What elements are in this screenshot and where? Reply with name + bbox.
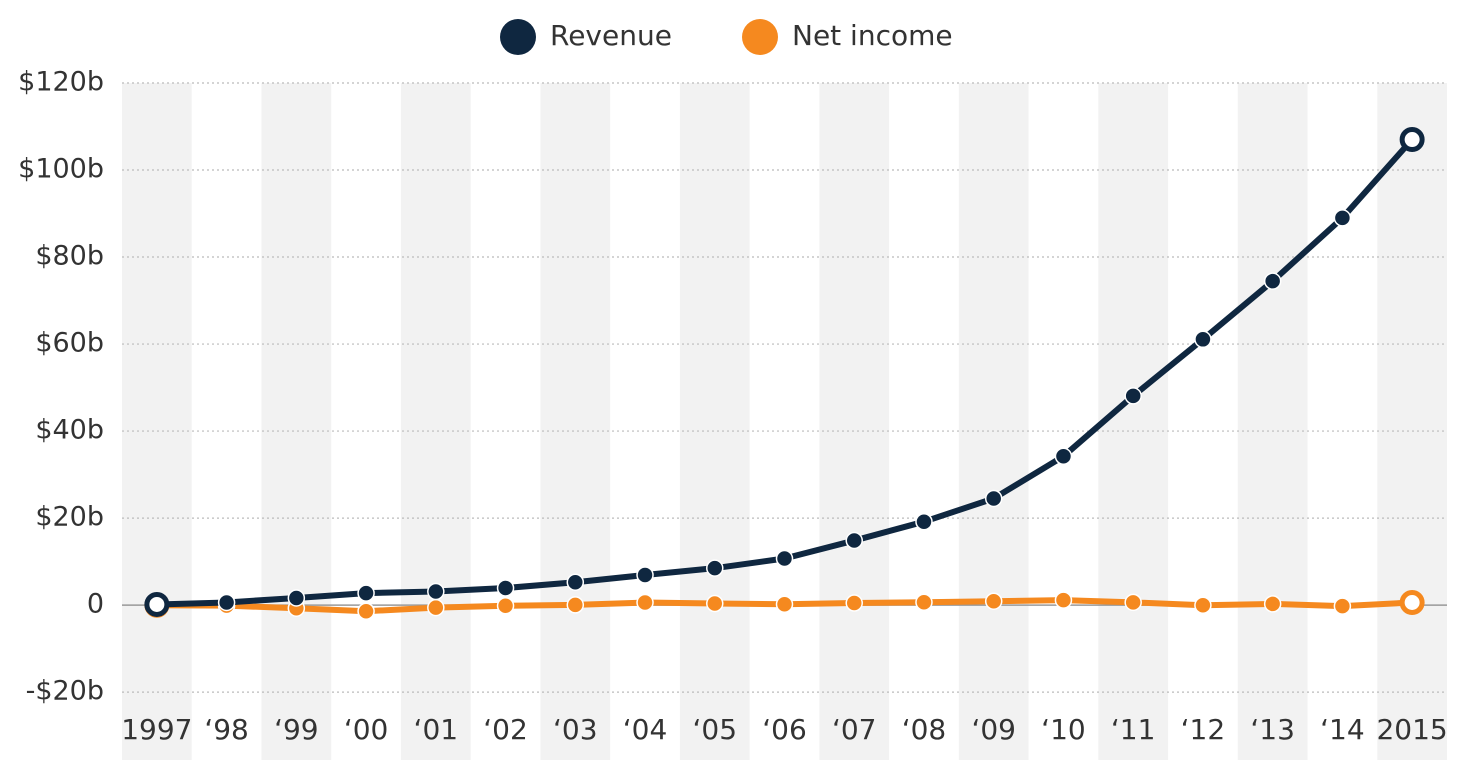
point [427, 582, 445, 601]
band [400, 83, 471, 760]
point [915, 512, 933, 531]
point [496, 579, 515, 597]
legend-label: Net income [792, 19, 953, 52]
point [1194, 596, 1212, 615]
point [915, 593, 933, 612]
point [357, 602, 375, 620]
point [984, 592, 1003, 610]
legend-label: Revenue [550, 19, 672, 52]
band [1377, 83, 1447, 760]
x-tick-label: ‘06 [762, 713, 807, 746]
y-tick-label: $80b [35, 241, 104, 272]
point [357, 584, 375, 602]
point [636, 593, 654, 612]
x-tick-label: ‘00 [344, 713, 389, 746]
band [1098, 83, 1169, 760]
x-tick-label: ‘98 [204, 713, 249, 746]
point [775, 595, 794, 614]
point [144, 591, 170, 617]
point [1054, 447, 1073, 466]
point [1399, 589, 1425, 615]
point [1124, 387, 1142, 405]
x-tick-label: ‘07 [832, 713, 877, 746]
y-tick-label: 0 [87, 589, 104, 620]
x-tick-label: ‘01 [414, 713, 459, 746]
point [1399, 127, 1425, 153]
point [984, 489, 1003, 508]
series-line [156, 137, 1415, 608]
x-tick-label: ‘12 [1181, 713, 1226, 746]
point [496, 597, 515, 615]
x-tick-label: ‘14 [1320, 713, 1365, 746]
x-tick-label: ‘09 [971, 713, 1016, 746]
band [1237, 83, 1308, 760]
point [1333, 209, 1352, 227]
band [540, 83, 611, 760]
x-tick-label: ‘11 [1111, 713, 1156, 746]
y-tick-label: $100b [18, 154, 104, 185]
point [217, 593, 236, 612]
band [261, 83, 332, 760]
x-tick-label: 2015 [1376, 713, 1447, 746]
y-tick-label: -$20b [26, 676, 104, 707]
point [845, 594, 863, 612]
point [427, 598, 445, 617]
point [566, 596, 585, 614]
x-tick-label: ‘08 [902, 713, 947, 746]
point [287, 589, 306, 607]
y-tick-label: $40b [35, 415, 104, 446]
x-tick-label: ‘02 [483, 713, 528, 746]
y-tick-label: $60b [35, 328, 104, 359]
x-tick-label: ‘13 [1250, 713, 1295, 746]
point [636, 566, 654, 584]
point [845, 531, 863, 550]
point [1194, 330, 1212, 349]
legend-marker [500, 19, 536, 55]
y-tick-label: $20b [35, 502, 104, 533]
point [1263, 595, 1282, 613]
point [706, 594, 724, 613]
x-tick-label: ‘10 [1041, 713, 1086, 746]
x-tick-label: ‘04 [623, 713, 668, 746]
band [679, 83, 750, 760]
y-tick-label: $120b [18, 67, 104, 98]
legend-marker [742, 19, 778, 55]
x-tick-label: ‘99 [274, 713, 319, 746]
point [566, 573, 585, 591]
x-tick-label: ‘03 [553, 713, 598, 746]
point [775, 549, 794, 568]
band [819, 83, 890, 760]
x-tick-label: 1997 [121, 713, 192, 746]
band [958, 83, 1029, 760]
point [1124, 593, 1142, 612]
x-tick-label: ‘05 [692, 713, 737, 746]
point [706, 559, 724, 577]
point [1333, 597, 1352, 615]
point [1263, 272, 1282, 290]
point [1054, 591, 1073, 609]
band [122, 83, 192, 760]
